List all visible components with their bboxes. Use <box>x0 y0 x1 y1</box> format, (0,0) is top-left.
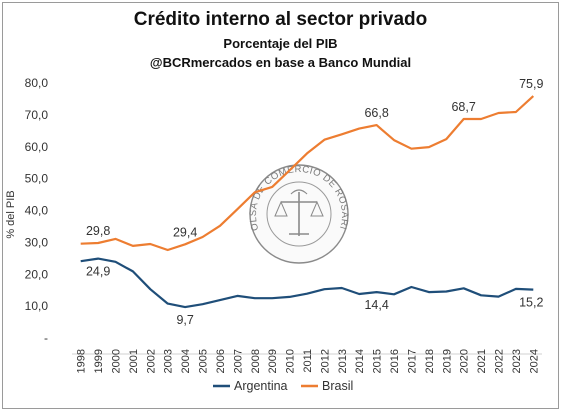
x-tick-label: 2001 <box>128 349 140 373</box>
axes: - 10,0 20,0 30,0 40,0 50,0 60,0 70,0 80,0 % del P… <box>5 76 542 373</box>
data-label: 68,7 <box>451 100 475 114</box>
data-label: 29,4 <box>173 225 197 239</box>
x-tick-label: 2015 <box>372 349 384 373</box>
x-tick-label: 2010 <box>285 349 297 373</box>
x-tick-label: 2020 <box>459 349 471 373</box>
x-tick-label: 1998 <box>76 349 88 373</box>
seal-pan-right <box>310 200 324 217</box>
x-tick-label: 2005 <box>198 349 210 373</box>
y-tick-label: 40,0 <box>25 204 49 218</box>
y-tick-label: 50,0 <box>25 172 49 186</box>
data-label: 15,2 <box>519 296 543 310</box>
x-tick-label: 2007 <box>232 349 244 373</box>
chart-source: @BCRmercados en base a Banco Mundial <box>149 55 412 70</box>
data-label: 75,9 <box>519 77 543 91</box>
x-tick-label: 2004 <box>180 349 192 373</box>
y-tick-label: - <box>44 331 48 345</box>
y-tick-label: 30,0 <box>25 235 49 249</box>
y-tick-label: 60,0 <box>25 140 49 154</box>
x-tick-label: 2023 <box>511 349 523 373</box>
y-tick-label: 10,0 <box>25 299 49 313</box>
x-tick-label: 2014 <box>354 349 366 373</box>
data-label: 14,4 <box>364 298 388 312</box>
legend-label-argentina: Argentina <box>234 379 288 393</box>
x-tick-label: 2017 <box>406 349 418 373</box>
x-tick-label: 2019 <box>441 349 453 373</box>
chart-title: Crédito interno al sector privado <box>133 9 428 30</box>
y-tick-label: 80,0 <box>25 76 49 90</box>
x-tick-label: 2008 <box>250 349 262 373</box>
series-line-brasil <box>80 95 535 252</box>
legend: Argentina Brasil <box>213 379 353 393</box>
seal-pan-left <box>274 200 288 217</box>
seal-inner-ring <box>266 181 332 247</box>
data-label: 9,7 <box>176 313 193 327</box>
y-tick-label: 20,0 <box>25 267 49 281</box>
data-labels: 24,9 9,7 14,4 15,2 29,8 29,4 66,8 68,7 75,9 <box>86 77 544 327</box>
y-axis-label: % del PIB <box>5 190 17 238</box>
x-tick-label: 2013 <box>337 349 349 373</box>
x-tick-label: 1999 <box>93 349 105 373</box>
x-tick-label: 2003 <box>163 349 175 373</box>
x-tick-label: 2021 <box>476 349 488 373</box>
seal-wings <box>290 189 308 195</box>
series-lines <box>80 95 535 309</box>
x-tick-label: 2000 <box>111 349 123 373</box>
legend-label-brasil: Brasil <box>322 379 353 393</box>
y-tick-label: 70,0 <box>25 108 49 122</box>
bcr-seal-watermark: BOLSA DE COMERCIO DE ROSARIO <box>0 0 350 264</box>
x-tick-label: 2018 <box>424 349 436 373</box>
x-tick-label: 2006 <box>215 349 227 373</box>
series-line-argentina <box>80 257 534 309</box>
x-tick-label: 2012 <box>319 349 331 373</box>
data-label: 66,8 <box>364 106 388 120</box>
x-tick-label: 2011 <box>302 349 314 373</box>
data-label: 24,9 <box>86 265 110 279</box>
chart-subtitle: Porcentaje del PIB <box>223 36 338 51</box>
x-tick-label: 2002 <box>145 349 157 373</box>
x-tick-label: 2024 <box>528 349 540 373</box>
x-tick-label: 2022 <box>493 349 505 373</box>
x-tick-label: 2009 <box>267 349 279 373</box>
x-tick-label: 2016 <box>389 349 401 373</box>
data-label: 29,8 <box>86 224 110 238</box>
